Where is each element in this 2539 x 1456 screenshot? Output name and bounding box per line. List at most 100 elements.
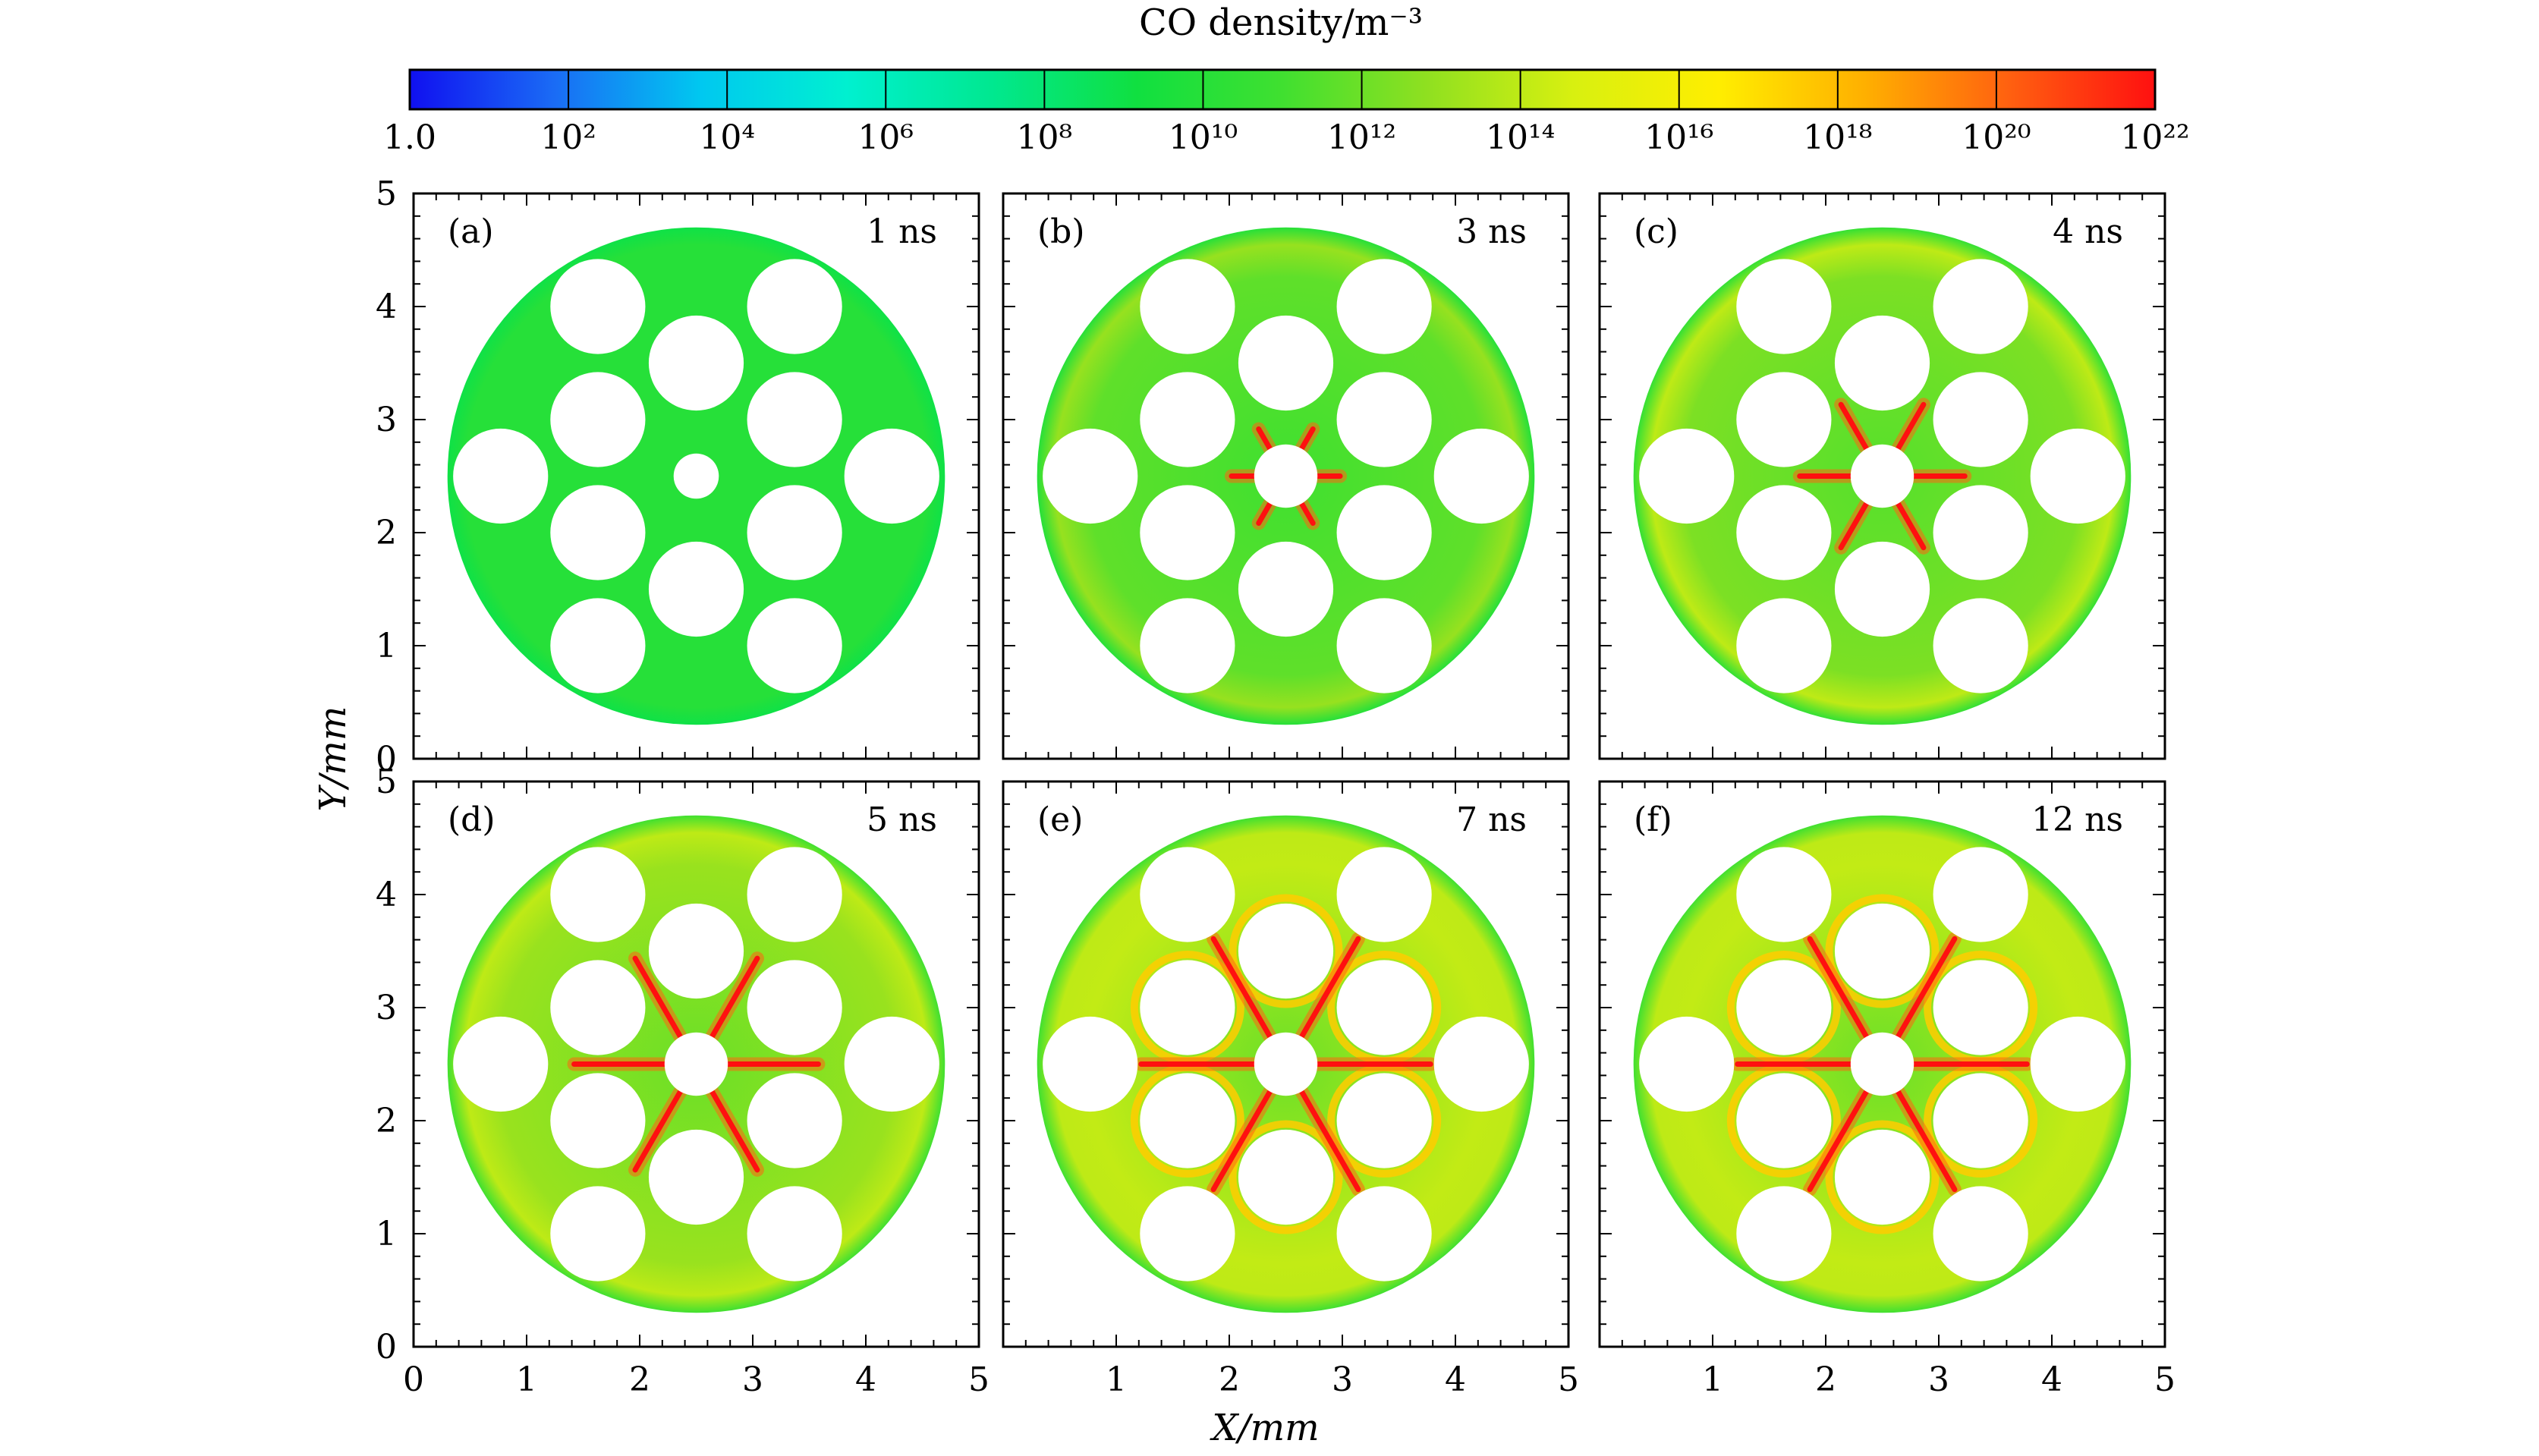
electrode-hole bbox=[1238, 315, 1334, 411]
x-tick-label: 2 bbox=[1815, 1360, 1836, 1399]
electrode-hole bbox=[1736, 1073, 1832, 1168]
electrode-hole bbox=[1736, 259, 1832, 354]
electrode-hole bbox=[1834, 541, 1930, 637]
electrode-hole bbox=[1336, 1073, 1432, 1168]
electrode-hole bbox=[1140, 372, 1235, 467]
electrode-hole bbox=[1336, 372, 1432, 467]
colorbar-tick-label: 10¹² bbox=[1327, 118, 1396, 157]
electrode-hole bbox=[1043, 1016, 1138, 1112]
electrode-hole bbox=[550, 485, 646, 580]
electrode-hole bbox=[550, 1073, 646, 1168]
streamer bbox=[1807, 1089, 1870, 1193]
electrode-hole bbox=[1933, 485, 2028, 580]
x-tick-label: 5 bbox=[1558, 1360, 1579, 1399]
electrode-hole bbox=[1736, 372, 1832, 467]
y-tick-label: 1 bbox=[376, 1215, 397, 1253]
colorbar-tick-label: 1.0 bbox=[383, 118, 436, 157]
electrode-hole bbox=[1336, 259, 1432, 354]
streamer bbox=[1895, 1089, 1958, 1193]
electrode-hole bbox=[1834, 315, 1930, 411]
panel-frame bbox=[1002, 192, 1570, 760]
center-hole bbox=[1850, 1032, 1914, 1096]
y-tick-label: 0 bbox=[376, 740, 397, 778]
electrode-hole bbox=[1933, 598, 2028, 693]
electrode-hole bbox=[1933, 1186, 2028, 1281]
electrode-hole bbox=[844, 1016, 939, 1112]
electrode-hole bbox=[747, 598, 842, 693]
y-tick-label: 3 bbox=[376, 401, 397, 439]
electrode-hole bbox=[453, 428, 549, 524]
electrode-hole bbox=[550, 259, 646, 354]
panel-f: 1 2 3 4 5 (f) 12 ns bbox=[1598, 780, 2176, 1399]
x-tick-label: 4 bbox=[2041, 1360, 2062, 1399]
panel-e: 1 2 3 4 5 (e) 7 ns bbox=[1002, 780, 1579, 1399]
electrode-hole bbox=[648, 541, 744, 637]
panel-b: (b) 3 ns bbox=[1002, 192, 1570, 760]
colorbar-tick-label: 10⁶ bbox=[857, 118, 914, 157]
streamer bbox=[1256, 501, 1273, 526]
electrode-hole bbox=[550, 1186, 646, 1281]
panel-time: 1 ns bbox=[867, 212, 937, 251]
electrode-hole bbox=[1433, 428, 1529, 524]
electrode-hole bbox=[453, 1016, 549, 1112]
x-tick-label: 5 bbox=[968, 1360, 989, 1399]
panel-label: (f) bbox=[1634, 800, 1672, 839]
electrode-hole bbox=[747, 1186, 842, 1281]
electrode-hole bbox=[648, 1129, 744, 1225]
panel-d: 0 1 2 3 4 5 0 1 2 3 4 5 (d) 5 ns bbox=[376, 763, 989, 1399]
streamer bbox=[1298, 1089, 1361, 1193]
panel-frame bbox=[1002, 780, 1570, 1348]
streamer bbox=[1895, 401, 1927, 451]
x-tick-label: 3 bbox=[742, 1360, 763, 1399]
panel-time: 7 ns bbox=[1456, 800, 1527, 839]
y-tick-label: 0 bbox=[376, 1328, 397, 1366]
electrode-hole bbox=[648, 315, 744, 411]
streamer bbox=[1895, 501, 1927, 551]
electrode-hole bbox=[550, 598, 646, 693]
x-tick-label: 4 bbox=[1445, 1360, 1466, 1399]
electrode-hole bbox=[2030, 1016, 2125, 1112]
electrode-hole bbox=[1736, 1186, 1832, 1281]
electrode-hole bbox=[747, 960, 842, 1055]
y-axis-title: Y/mm bbox=[312, 706, 354, 812]
electrode-hole bbox=[1933, 259, 2028, 354]
electrode-hole bbox=[550, 960, 646, 1055]
y-tick-label: 4 bbox=[376, 288, 397, 326]
streamer bbox=[709, 955, 760, 1039]
electrode-hole bbox=[1238, 541, 1334, 637]
panel-time: 12 ns bbox=[2031, 800, 2123, 839]
streamer bbox=[1838, 401, 1870, 451]
hole-glow bbox=[1825, 894, 1940, 1008]
electrode-hole bbox=[1336, 485, 1432, 580]
center-hole bbox=[1254, 444, 1318, 508]
panel-frame bbox=[412, 780, 980, 1348]
panel-a: 0 1 2 3 4 5 (a) 1 ns bbox=[376, 175, 980, 778]
x-tick-label: 0 bbox=[403, 1360, 424, 1399]
x-tick-label: 3 bbox=[1332, 1360, 1353, 1399]
colorbar: CO density/m⁻³ 1.0 10² 10⁴ 10⁶ 10⁸ 10¹⁰ 10¹² 10… bbox=[383, 2, 2190, 157]
electrode-hole bbox=[747, 847, 842, 942]
electrode-hole bbox=[1433, 1016, 1529, 1112]
electrode-hole bbox=[550, 372, 646, 467]
streamer bbox=[1298, 501, 1316, 526]
streamer bbox=[1807, 936, 1870, 1039]
panel-label: (d) bbox=[448, 800, 496, 839]
x-tick-label: 2 bbox=[1219, 1360, 1240, 1399]
panel-label: (b) bbox=[1037, 212, 1085, 251]
panel-frame bbox=[1598, 780, 2166, 1348]
colorbar-gradient bbox=[408, 68, 2157, 111]
y-tick-label: 1 bbox=[376, 627, 397, 665]
streamer bbox=[1210, 936, 1273, 1039]
electrode-hole bbox=[1140, 598, 1235, 693]
streamer bbox=[1210, 1089, 1273, 1193]
electrode-hole bbox=[1140, 1073, 1235, 1168]
panel-c: (c) 4 ns bbox=[1598, 192, 2166, 760]
colorbar-tick-label: 10¹⁶ bbox=[1644, 118, 1713, 157]
colorbar-tick-label: 10² bbox=[540, 118, 596, 157]
panel-frame bbox=[1598, 192, 2166, 760]
electrode-hole bbox=[1736, 960, 1832, 1055]
electrode-hole bbox=[1336, 598, 1432, 693]
electrode-hole bbox=[1140, 1186, 1235, 1281]
electrode-hole bbox=[1336, 847, 1432, 942]
